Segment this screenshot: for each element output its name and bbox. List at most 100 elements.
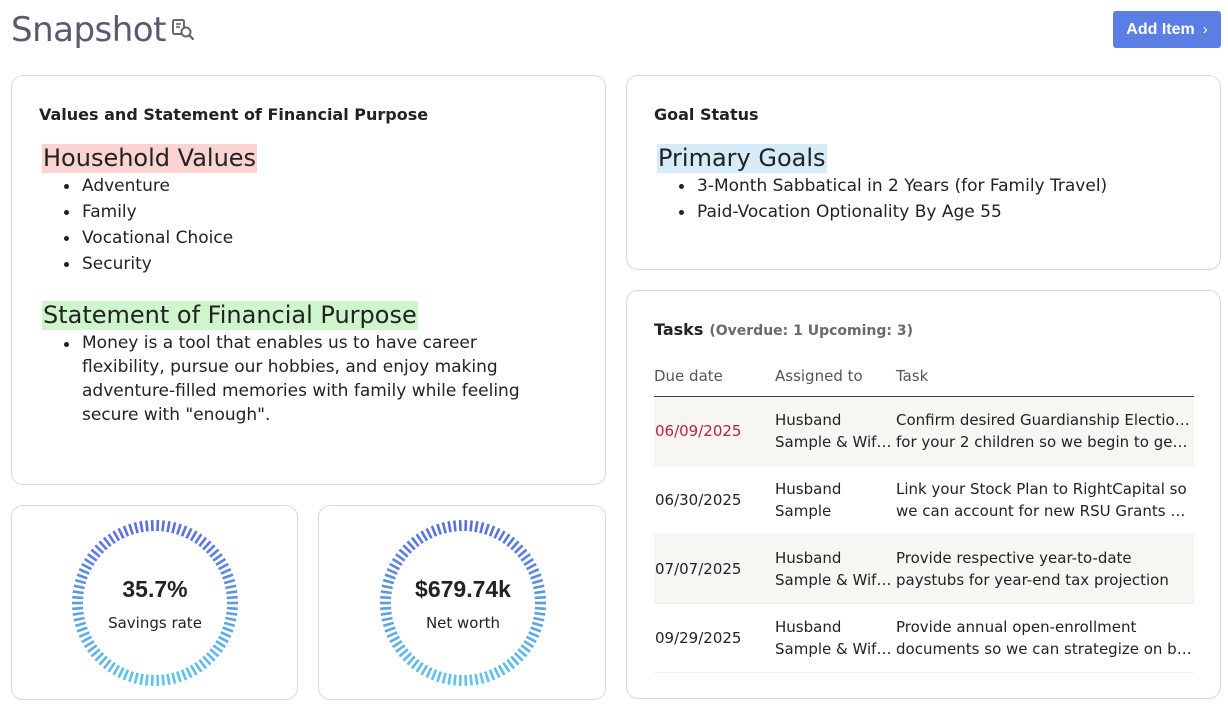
ring-tick [386, 568, 398, 575]
dashed-ring [380, 520, 546, 686]
ring-tick [139, 673, 144, 685]
task-description: Provide respective year-to-date paystubs … [896, 549, 1169, 589]
task-description: Confirm desired Guardianship Elections fo… [896, 411, 1192, 451]
ring-tick [189, 530, 198, 542]
ring-tick [530, 626, 542, 633]
ring-tick [72, 611, 84, 616]
ring-tick [398, 648, 409, 658]
ring-tick [391, 557, 403, 566]
dashed-ring [72, 520, 238, 686]
tasks-title: Tasks [654, 320, 704, 339]
ring-tick [389, 562, 401, 571]
ring-tick [122, 525, 130, 537]
ring-tick [502, 661, 511, 673]
ring-tick [205, 652, 216, 662]
ring-tick [72, 606, 84, 611]
task-description: Provide annual open-enrollment documents … [896, 618, 1192, 658]
ring-tick [474, 673, 479, 685]
ring-tick [453, 674, 457, 686]
ring-tick [386, 631, 398, 638]
ring-tick [90, 548, 101, 558]
ring-tick [102, 658, 112, 670]
ring-tick [117, 667, 125, 679]
ring-tick [76, 626, 88, 633]
ring-tick [122, 669, 130, 681]
ring-tick [479, 522, 485, 534]
ring-tick [430, 669, 438, 681]
ring-tick [223, 578, 236, 585]
ring-tick [161, 520, 165, 532]
ring-tick [98, 655, 108, 666]
ring-tick [171, 672, 177, 684]
purpose-title: Statement of Financial Purpose [42, 301, 418, 330]
ring-tick [78, 631, 90, 638]
ring-tick [222, 626, 234, 633]
ring-tick [510, 540, 520, 551]
ring-tick [493, 667, 501, 679]
ring-tick [436, 671, 442, 683]
table-row[interactable]: 06/30/2025 Husband Sample Link your Stock… [654, 466, 1194, 535]
ring-tick [194, 661, 203, 673]
list-item: Adventure [64, 173, 233, 199]
ring-tick [180, 669, 188, 681]
ring-tick [217, 635, 229, 644]
ring-tick [94, 544, 105, 554]
ring-tick [533, 584, 545, 590]
ring-tick [217, 562, 229, 571]
net-worth-card[interactable]: $679.74k Net worth [318, 505, 606, 700]
ring-tick [447, 521, 452, 533]
ring-tick [510, 655, 520, 666]
purpose-list: Money is a tool that enables us to have … [64, 331, 534, 427]
ring-tick [226, 606, 238, 611]
ring-tick [81, 635, 93, 644]
assigned-to: Husband Sample [775, 480, 842, 520]
ring-tick [90, 648, 101, 658]
ring-tick [380, 611, 392, 616]
column-header-assigned-to[interactable]: Assigned to [775, 367, 863, 385]
ring-tick [74, 578, 87, 585]
ring-tick [72, 595, 84, 600]
search-document-icon[interactable] [171, 18, 197, 42]
ring-tick [226, 595, 238, 600]
ring-tick [488, 525, 496, 537]
ring-tick [517, 548, 528, 558]
ring-tick [395, 644, 406, 653]
ring-tick [493, 527, 501, 539]
ring-tick [441, 522, 447, 534]
chevron-right-icon: › [1202, 21, 1208, 38]
ring-tick [531, 621, 544, 628]
ring-tick [78, 568, 90, 575]
values-card-heading: Values and Statement of Financial Purpos… [39, 105, 429, 124]
column-header-task[interactable]: Task [896, 367, 929, 385]
list-item: Family [64, 199, 233, 225]
ring-tick [447, 673, 452, 685]
goals-list: 3-Month Sabbatical in 2 Years (for Famil… [679, 173, 1107, 225]
savings-rate-card[interactable]: 35.7% Savings rate [11, 505, 298, 700]
add-item-label: Add Item [1126, 20, 1195, 38]
ring-tick [391, 640, 403, 649]
ring-tick [534, 606, 546, 611]
ring-tick [389, 635, 401, 644]
list-item: Vocational Choice [64, 225, 233, 251]
ring-tick [430, 525, 438, 537]
tasks-table: Due date Assigned to Task 06/09/2025 Hus… [654, 356, 1194, 673]
ring-tick [128, 523, 134, 535]
tasks-summary: (Overdue: 1 Upcoming: 3) [709, 323, 914, 339]
ring-tick [72, 590, 84, 595]
ring-tick [220, 568, 232, 575]
ring-tick [420, 530, 429, 542]
ring-tick [223, 621, 236, 628]
ring-tick [166, 673, 171, 685]
ring-tick [528, 631, 540, 638]
add-item-button[interactable]: Add Item › [1113, 11, 1221, 48]
ring-tick [74, 621, 87, 628]
ring-tick [102, 536, 112, 548]
column-header-due-date[interactable]: Due date [654, 367, 723, 385]
ring-tick [506, 658, 516, 670]
ring-tick [226, 590, 238, 595]
ring-tick [98, 540, 108, 551]
